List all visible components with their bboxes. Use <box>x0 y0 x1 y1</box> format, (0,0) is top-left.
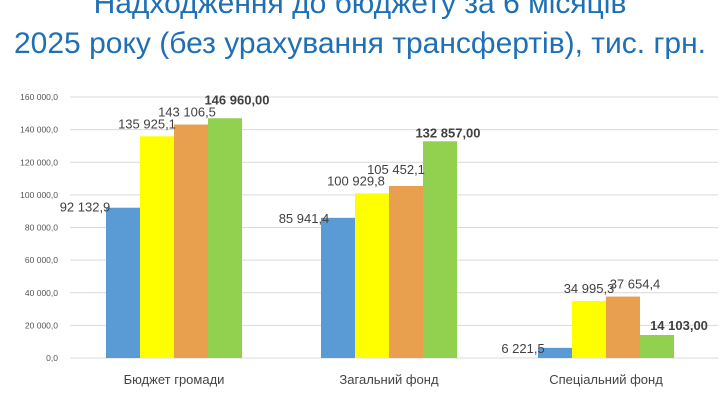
data-label: 105 452,1 <box>367 162 425 177</box>
y-tick-label: 60 000,0 <box>25 255 58 265</box>
category-label: Бюджет громади <box>124 372 225 387</box>
data-label: 132 857,00 <box>415 125 480 140</box>
y-tick-label: 120 000,0 <box>20 157 58 167</box>
y-tick-label: 160 000,0 <box>20 92 58 102</box>
bar <box>208 118 242 358</box>
bar <box>606 296 640 358</box>
data-label: 92 132,9 <box>60 200 111 215</box>
category-label: Спеціальний фонд <box>549 372 663 387</box>
y-tick-label: 100 000,0 <box>20 190 58 200</box>
bar <box>389 185 423 358</box>
data-label: 143 106,5 <box>158 105 216 120</box>
data-label: 135 925,1 <box>118 116 176 131</box>
bar <box>321 217 355 358</box>
category-labels: Бюджет громади Загальний фонд Спеціальний … <box>124 372 664 387</box>
bar <box>174 124 208 358</box>
bar <box>140 136 174 358</box>
category-label: Загальний фонд <box>339 372 439 387</box>
bar <box>423 141 457 358</box>
data-label: 14 103,00 <box>650 318 708 333</box>
bar <box>355 193 389 358</box>
y-axis-ticks: 0,0 20 000,0 40 000,0 60 000,0 80 000,0 100 0… <box>20 92 58 363</box>
data-label: 34 995,3 <box>564 281 615 296</box>
chart-title-line-1: Надходження до бюджету за 6 місяців <box>93 0 627 20</box>
bars <box>106 118 674 358</box>
data-label: 37 654,4 <box>610 277 661 292</box>
y-tick-label: 0,0 <box>46 353 58 363</box>
y-tick-label: 20 000,0 <box>25 320 58 330</box>
data-label: 100 929,8 <box>327 173 385 188</box>
y-tick-label: 40 000,0 <box>25 288 58 298</box>
y-tick-label: 140 000,0 <box>20 125 58 135</box>
bar <box>538 347 572 358</box>
bar <box>572 300 606 358</box>
bar <box>106 207 140 358</box>
data-label: 146 960,00 <box>204 92 269 107</box>
data-label: 85 941,4 <box>279 211 330 226</box>
data-label: 6 221,5 <box>501 341 544 356</box>
bar <box>640 334 674 358</box>
y-tick-label: 80 000,0 <box>25 223 58 233</box>
chart-title-line-2: 2025 року (без урахування трансфертів), … <box>14 27 706 60</box>
